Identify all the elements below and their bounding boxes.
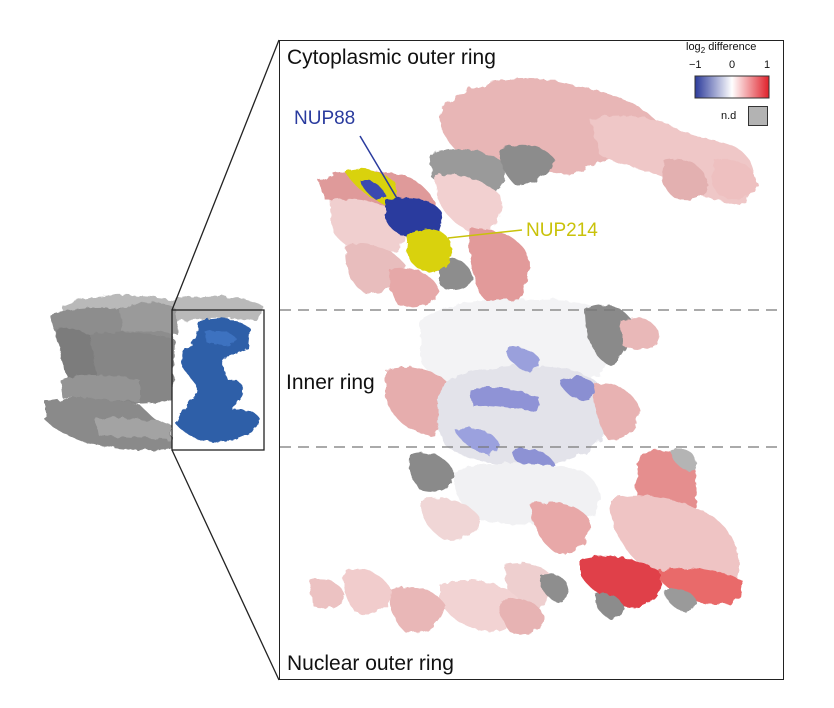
- nup88-label: NUP88: [294, 108, 356, 129]
- legend-color-bar: [694, 75, 770, 99]
- npc-overview: [45, 295, 262, 451]
- inner-ring-label: Inner ring: [286, 371, 375, 394]
- highlighted-subunit: [176, 318, 260, 443]
- nd-legend-swatch: [748, 106, 768, 126]
- nup88-leader-line: [359, 135, 399, 201]
- spoke-structure: [310, 77, 758, 635]
- zoom-panel-frame: [279, 40, 784, 680]
- legend-tick-max: 1: [764, 59, 771, 71]
- nup214-leader-line: [447, 229, 523, 239]
- nd-legend-label: n.d: [721, 110, 737, 122]
- legend-title: log2 difference: [686, 41, 757, 56]
- legend-tick-min: −1: [689, 59, 702, 71]
- legend-tick-mid: 0: [729, 59, 736, 71]
- nup214-label: NUP214: [526, 220, 598, 241]
- cytoplasmic-outer-ring-label: Cytoplasmic outer ring: [287, 46, 496, 69]
- nuclear-outer-ring-label: Nuclear outer ring: [287, 652, 454, 675]
